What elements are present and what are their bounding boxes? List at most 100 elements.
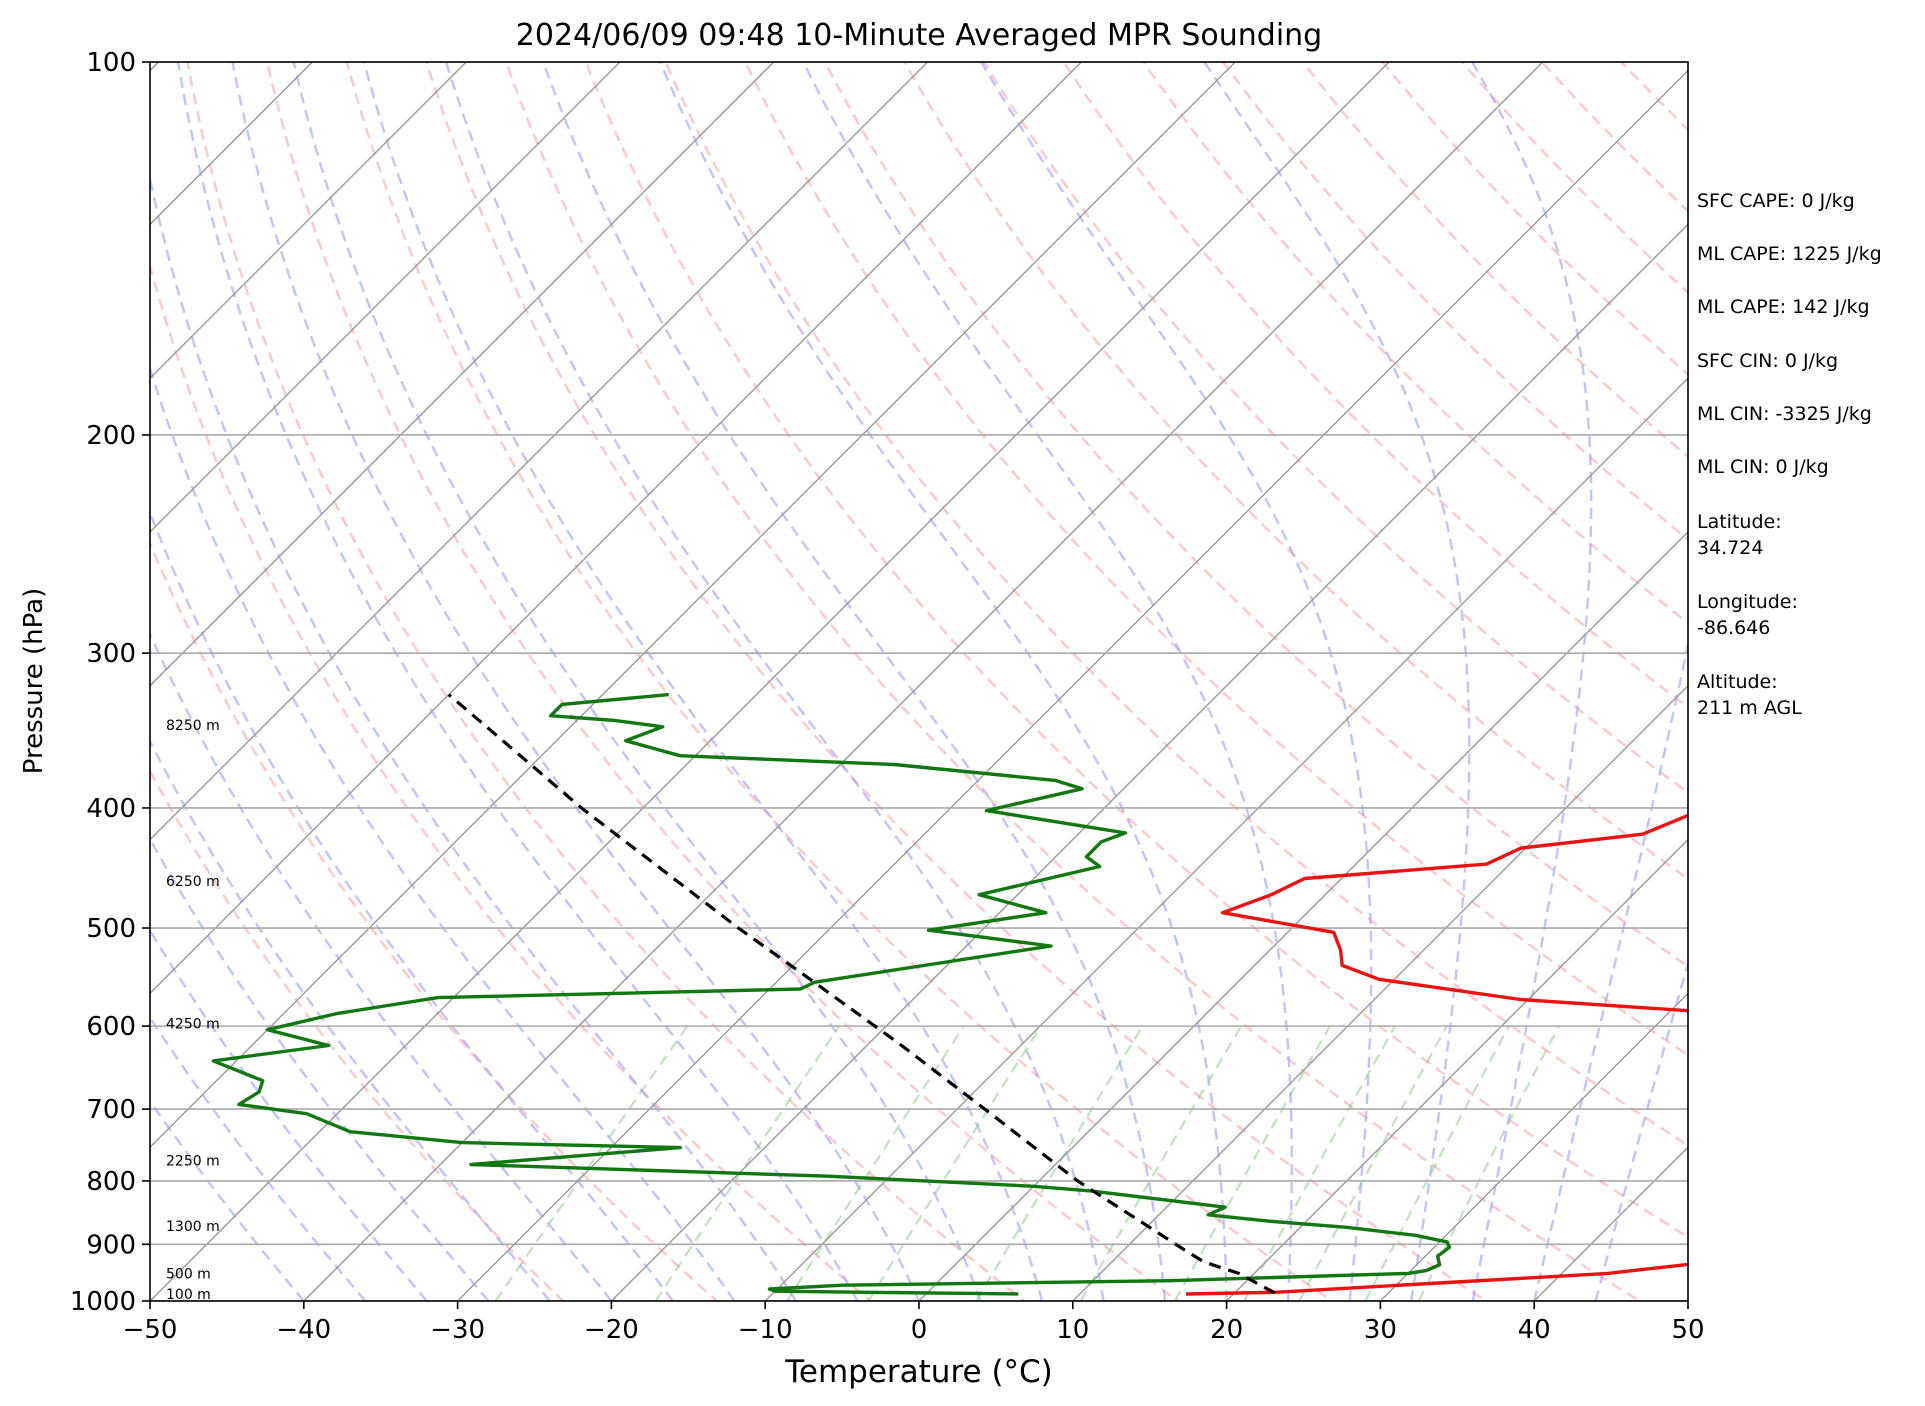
info-ml-cin-2: ML CIN: 0 J/kg: [1697, 456, 1829, 478]
isotherm: [302, 62, 1544, 1301]
dry-adiabat: [266, 62, 1181, 1301]
mixing-ratio-line: [1417, 1025, 1560, 1301]
x-tick-label: −20: [584, 1315, 639, 1345]
isotherm: [764, 377, 1688, 1301]
mixing-ratio-line: [654, 1025, 841, 1301]
dry-adiabat: [150, 540, 719, 1301]
isotherm: [150, 62, 1237, 1149]
background-lines: [150, 62, 1688, 1301]
series-lines: [211, 692, 1688, 1296]
x-tick-label: 30: [1364, 1315, 1397, 1345]
parcel-profile-line: [447, 693, 1276, 1295]
dry-adiabat: [150, 768, 565, 1301]
height-label: 1300 m: [166, 1219, 220, 1235]
dry-adiabat: [744, 62, 1688, 1057]
moist-adiabat: [150, 365, 736, 1301]
moist-adiabat: [659, 62, 1228, 1301]
mixing-ratio-line: [867, 1025, 1042, 1301]
y-tick-label: 900: [86, 1230, 136, 1260]
moist-adiabat: [150, 836, 490, 1301]
mixing-ratio-line: [786, 1025, 965, 1301]
moist-adiabat: [150, 928, 428, 1301]
isotherm: [150, 62, 314, 226]
x-tick-label: −10: [738, 1315, 793, 1345]
y-tick-label: 500: [86, 914, 136, 944]
isotherm: [456, 69, 1688, 1301]
isotherm: [918, 531, 1688, 1301]
moist-adiabat: [150, 631, 613, 1301]
info-altitude-value: 211 m AGL: [1697, 697, 1802, 719]
x-tick-label: 0: [911, 1315, 928, 1345]
info-longitude-label: Longitude:: [1697, 591, 1798, 613]
x-tick-label: 10: [1056, 1315, 1089, 1345]
isotherm: [150, 62, 775, 687]
axis-ticks: −50 −40 −30 −20 −10 0 10 20 30 40 50 1000 900 800 700 6…: [70, 48, 1705, 1345]
isotherm: [610, 223, 1688, 1301]
mixing-ratio-line: [1173, 1025, 1331, 1301]
info-sfc-cin: SFC CIN: 0 J/kg: [1697, 350, 1839, 372]
isotherm: [1071, 684, 1688, 1301]
dry-adiabat: [425, 62, 1488, 1301]
moist-adiabat: [1471, 62, 1593, 1301]
isotherm: [150, 62, 1390, 1301]
moist-adiabat: [1203, 62, 1471, 1301]
x-tick-label: 40: [1518, 1315, 1551, 1345]
isotherm: [1225, 838, 1688, 1301]
mixing-ratio-line: [1298, 1025, 1448, 1301]
dry-adiabat: [1222, 62, 1688, 541]
y-tick-label: 600: [86, 1012, 136, 1042]
x-tick-label: −40: [276, 1315, 331, 1345]
info-ml-cape-2: ML CAPE: 142 J/kg: [1697, 296, 1870, 318]
x-tick-label: 20: [1210, 1315, 1243, 1345]
dry-adiabat: [903, 62, 1688, 881]
y-axis-label: Pressure (hPa): [19, 588, 49, 775]
dry-adiabat: [1062, 62, 1688, 709]
x-tick-label: −30: [430, 1315, 485, 1345]
y-tick-label: 100: [86, 48, 136, 78]
isotherm: [1379, 992, 1688, 1301]
dry-adiabat: [584, 62, 1688, 1239]
moist-adiabat: [150, 509, 674, 1301]
isotherm: [150, 62, 621, 533]
y-tick-label: 700: [86, 1095, 136, 1125]
info-ml-cin: ML CIN: -3325 J/kg: [1697, 403, 1872, 425]
info-ml-cape: ML CAPE: 1225 J/kg: [1697, 243, 1882, 265]
dry-adiabat: [345, 62, 1335, 1301]
dry-adiabat: [186, 62, 1027, 1301]
height-label: 500 m: [166, 1266, 211, 1282]
info-latitude-label: Latitude:: [1697, 511, 1782, 533]
isotherm: [150, 62, 929, 841]
dry-adiabat: [1142, 62, 1688, 625]
y-tick-label: 800: [86, 1167, 136, 1197]
dry-adiabat: [150, 261, 873, 1301]
moist-adiabat: [980, 62, 1373, 1301]
moist-adiabat: [542, 62, 1167, 1301]
dewpoint-line: [211, 692, 1452, 1296]
height-label: 2250 m: [166, 1153, 220, 1169]
moist-adiabat: [362, 62, 1044, 1301]
height-labels: 100 m 500 m 1300 m 2250 m 4250 m 6250 m 8250 m: [166, 718, 220, 1303]
temperature-line: [1185, 813, 1688, 1296]
moist-adiabat: [150, 173, 798, 1301]
mixing-ratio-line: [975, 1025, 1144, 1301]
dry-adiabat: [505, 62, 1642, 1301]
x-tick-label: −50: [123, 1315, 178, 1345]
mixing-ratio-line: [1243, 1025, 1397, 1301]
moist-adiabat: [231, 62, 921, 1301]
isobars: [150, 62, 1688, 1301]
height-label: 4250 m: [166, 1016, 220, 1032]
y-tick-label: 400: [86, 794, 136, 824]
height-label: 8250 m: [166, 718, 220, 734]
dry-adiabat: [1381, 62, 1688, 376]
dry-adiabat: [664, 62, 1688, 1147]
moist-adiabat: [176, 62, 859, 1301]
y-tick-label: 1000: [70, 1287, 136, 1317]
dry-adiabat: [823, 62, 1688, 968]
isotherm: [150, 62, 468, 380]
dry-adiabat: [1301, 62, 1688, 459]
moist-adiabat: [292, 62, 982, 1301]
mixing-ratio-line: [1364, 1025, 1510, 1301]
dry-adiabat: [983, 62, 1688, 794]
plot-frame: [149, 61, 1689, 1302]
